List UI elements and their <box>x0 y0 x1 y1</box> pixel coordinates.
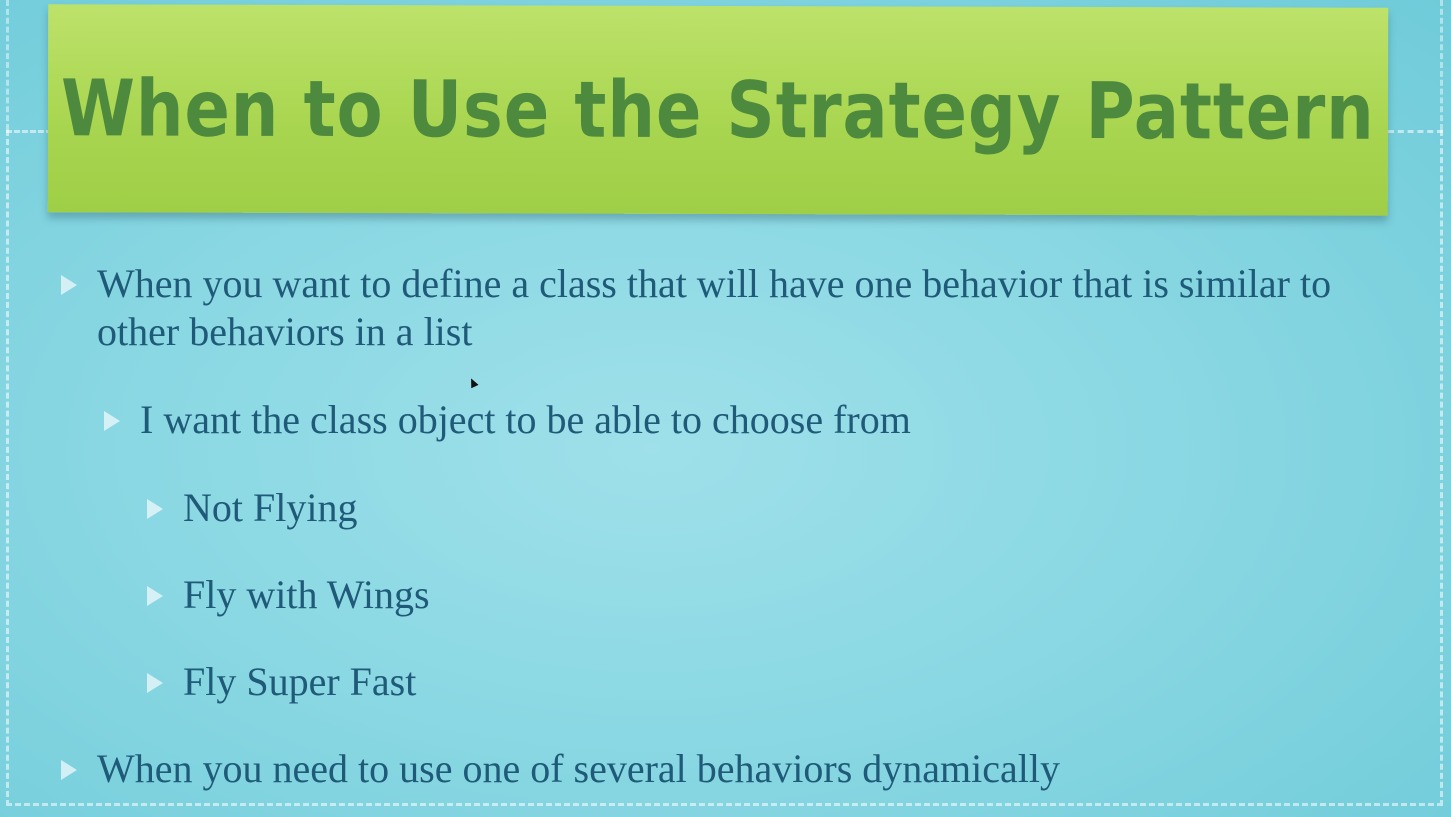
bullet-text: Fly with Wings <box>183 572 430 617</box>
bullet-item: Fly Super Fast <box>147 658 1283 706</box>
bullet-text: When you want to define a class that wil… <box>97 261 1332 354</box>
border-stitch-top-right <box>1388 130 1443 133</box>
bullet-item: Fly with Wings <box>147 571 1283 619</box>
border-stitch-right-top <box>1440 0 1443 130</box>
triangle-right-icon <box>61 760 77 780</box>
bullet-item: When you want to define a class that wil… <box>61 260 1387 356</box>
bullet-text: Not Flying <box>183 485 358 530</box>
border-stitch-left-top <box>6 0 9 130</box>
triangle-right-icon <box>147 586 163 606</box>
border-stitch-frame <box>6 130 1443 806</box>
bullet-item: Not Flying <box>147 484 1283 532</box>
bullet-text: When you need to use one of several beha… <box>97 746 1061 791</box>
triangle-right-icon <box>104 411 120 431</box>
bullet-item: When you need to use one of several beha… <box>61 745 1387 793</box>
bullet-text: I want the class object to be able to ch… <box>140 397 911 442</box>
bullet-item: I want the class object to be able to ch… <box>104 396 1340 444</box>
bullet-text: Fly Super Fast <box>183 659 417 704</box>
border-stitch-top-left <box>6 130 52 133</box>
triangle-right-icon <box>147 499 163 519</box>
triangle-right-icon <box>61 275 77 295</box>
triangle-right-icon <box>147 673 163 693</box>
